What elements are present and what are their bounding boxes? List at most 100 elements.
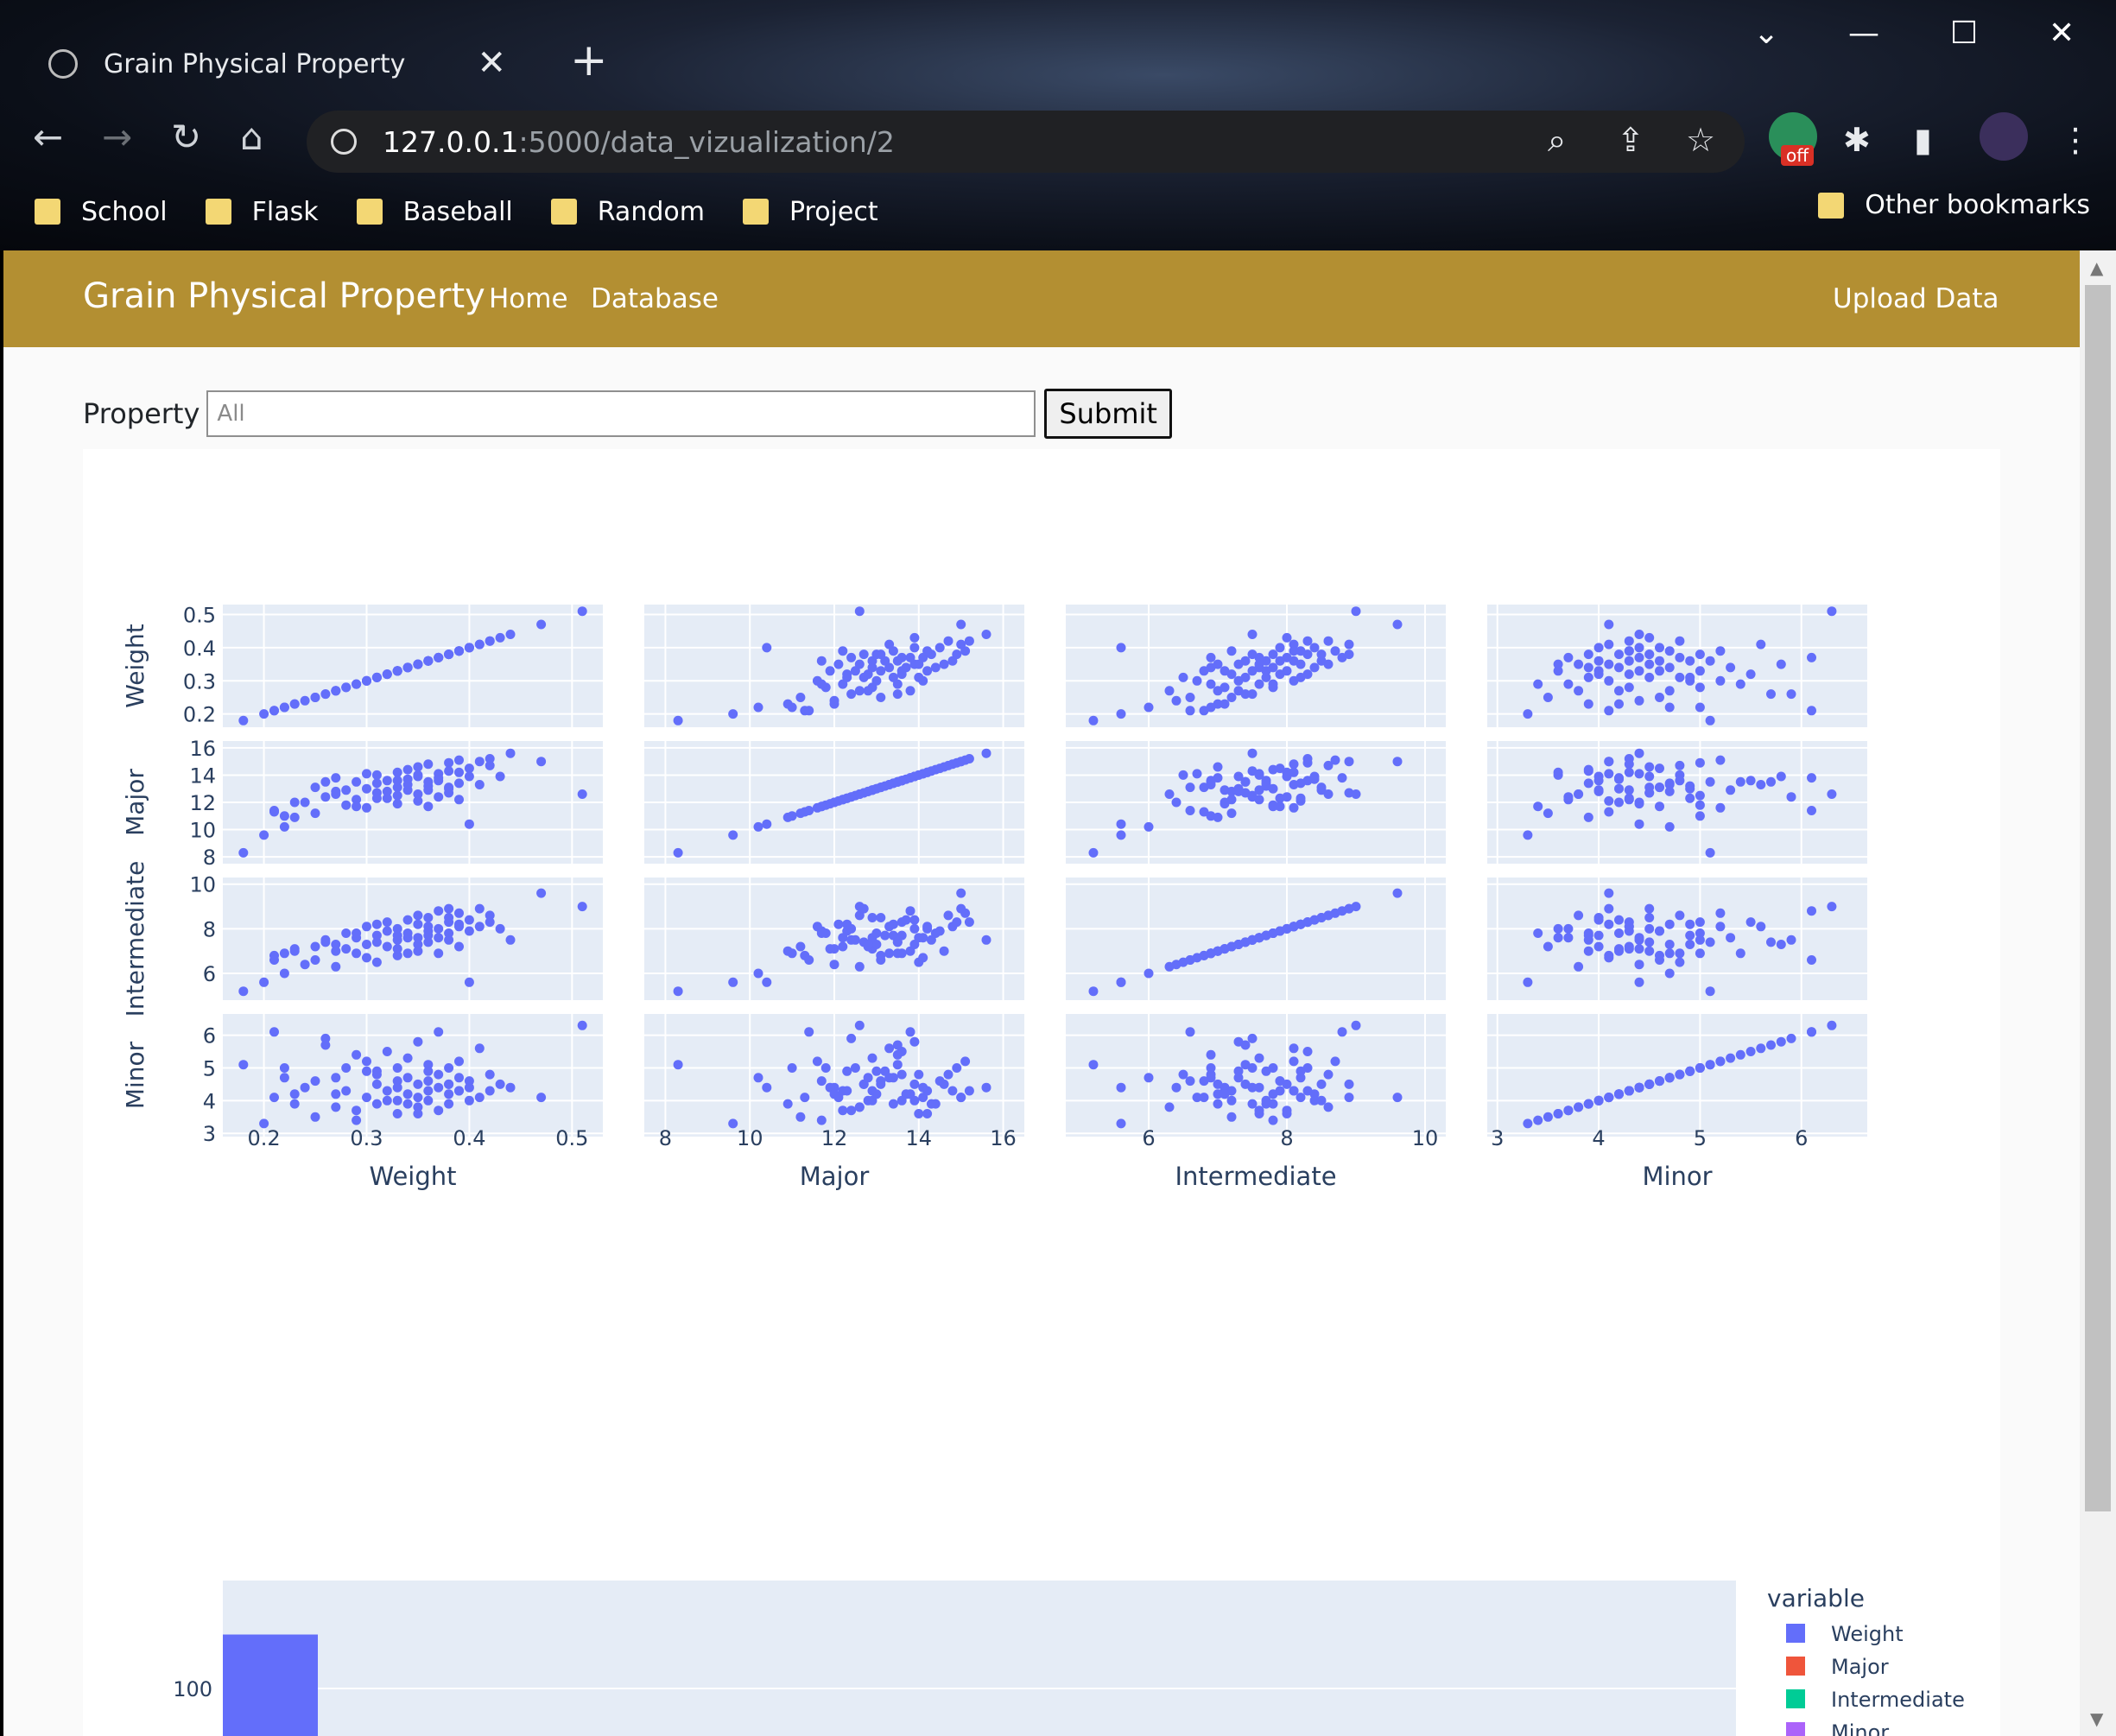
submit-button[interactable]: Submit [1044, 389, 1172, 439]
scatter-point [1268, 801, 1278, 812]
scatter-point [1323, 789, 1334, 799]
scatter-point [871, 928, 882, 938]
scrollbar-thumb[interactable] [2085, 285, 2111, 1511]
scatter-point [1261, 776, 1271, 786]
scatter-point [863, 940, 873, 949]
new-tab-icon[interactable]: + [570, 35, 608, 86]
y-tick-label: 6 [203, 1024, 216, 1049]
reload-icon[interactable]: ↻ [171, 116, 202, 158]
scatter-point [1604, 888, 1614, 898]
scatter-point [1593, 776, 1604, 786]
maximize-icon[interactable]: ☐ [1950, 16, 1979, 51]
scatter-point [1695, 917, 1705, 928]
bar-chart[interactable]: 406080100countvariableWeightMajorInterme… [83, 1226, 2000, 1736]
bookmark-star-icon[interactable]: ☆ [1686, 121, 1716, 159]
scatter-point [1247, 649, 1258, 660]
scatter-point [1644, 771, 1655, 782]
scatter-point [943, 760, 953, 770]
scatter-point [1254, 1109, 1264, 1118]
scatter-point [787, 1063, 797, 1073]
scatter-point [1644, 913, 1655, 922]
close-window-icon[interactable]: ✕ [2049, 16, 2075, 51]
scatter-point [1254, 659, 1264, 669]
scatter-point [362, 953, 371, 963]
y-tick-label: 14 [189, 763, 216, 788]
scatter-point [1247, 1099, 1258, 1109]
bookmark-baseball[interactable]: Baseball [356, 197, 513, 227]
scatter-point [341, 800, 352, 810]
nav-database-link[interactable]: Database [591, 283, 719, 314]
scatter-point [1351, 1020, 1361, 1030]
scroll-up-icon[interactable]: ▲ [2090, 257, 2104, 278]
bookmark-flask[interactable]: Flask [205, 197, 319, 227]
nav-upload-link[interactable]: Upload Data [1833, 283, 1999, 314]
scatter-point [1185, 1027, 1195, 1037]
bookmark-project[interactable]: Project [742, 197, 878, 227]
nav-home-link[interactable]: Home [489, 283, 568, 314]
share-icon[interactable]: ⇪ [1617, 121, 1644, 159]
scatter-point [444, 935, 454, 945]
scatter-point [1268, 1089, 1278, 1099]
scatter-point [485, 1086, 495, 1096]
back-icon[interactable]: ← [33, 116, 64, 158]
scatter-matrix-chart[interactable]: 0.20.30.40.5Weight810121416Major6810Inte… [83, 449, 2000, 1226]
scatter-point [922, 1086, 933, 1096]
scatter-point [464, 915, 474, 925]
scatter-point [1766, 1040, 1776, 1050]
scatter-point [1316, 649, 1327, 660]
scatter-point [952, 649, 962, 660]
scatter-point [943, 636, 953, 646]
profile-avatar[interactable] [1980, 112, 2028, 161]
extensions-puzzle-icon[interactable]: ✱ [1843, 121, 1871, 159]
zoom-icon[interactable]: ⌕ [1548, 121, 1567, 159]
scatter-point [981, 1082, 991, 1093]
menu-kebab-icon[interactable]: ⋮ [2059, 121, 2092, 159]
scatter-point [1261, 672, 1271, 682]
scatter-point [1233, 771, 1244, 782]
close-tab-icon[interactable]: ✕ [477, 43, 506, 83]
scatter-point [930, 662, 941, 673]
scatter-point [1247, 748, 1258, 758]
scatter-point [423, 776, 434, 787]
scatter-point [1644, 1079, 1655, 1089]
forward-icon[interactable]: → [102, 116, 133, 158]
other-bookmarks-label: Other bookmarks [1865, 190, 2090, 220]
tab-search-icon[interactable]: ⌄ [1753, 16, 1780, 51]
scroll-down-icon[interactable]: ▼ [2090, 1708, 2104, 1729]
scatter-point [1583, 766, 1593, 776]
scatter-point [454, 795, 464, 805]
scatter-point [1316, 913, 1327, 922]
side-panel-icon[interactable]: ▮ [1914, 121, 1932, 159]
home-icon[interactable]: ⌂ [240, 116, 263, 158]
splom-cell [1487, 605, 1867, 727]
scatter-point [413, 1093, 423, 1103]
browser-tab[interactable]: Grain Physical Property ✕ [17, 24, 535, 104]
minimize-icon[interactable]: — [1848, 16, 1879, 51]
scatter-point [1604, 659, 1614, 669]
scatter-point [846, 1106, 857, 1116]
page-scrollbar[interactable]: ▲ ▼ [2080, 250, 2116, 1736]
y-tick-label: 3 [203, 1122, 216, 1146]
scatter-point [943, 1069, 953, 1080]
bookmark-school[interactable]: School [35, 197, 168, 227]
splom-cell [1487, 878, 1867, 1000]
splom-cell [223, 605, 603, 727]
scatter-point [943, 910, 953, 921]
other-bookmarks[interactable]: Other bookmarks [1818, 190, 2090, 220]
property-input[interactable] [206, 390, 1036, 437]
scatter-point [1254, 1053, 1264, 1063]
address-bar[interactable]: 127.0.0.1:5000/data_vizualization/2 [307, 111, 1745, 173]
y-tick-label: 10 [189, 873, 216, 897]
scatter-point [536, 619, 547, 630]
scatter-point [1268, 649, 1278, 660]
site-info-icon[interactable] [331, 129, 357, 155]
scatter-point [352, 776, 362, 787]
navbar-brand[interactable]: Grain Physical Property [83, 276, 485, 316]
x-tick-label: 16 [990, 1126, 1017, 1150]
bookmark-random[interactable]: Random [550, 197, 705, 227]
scatter-point [352, 1106, 362, 1116]
folder-icon [205, 199, 231, 225]
scatter-point [1268, 679, 1278, 689]
scatter-point [485, 1069, 495, 1080]
scatter-point [1614, 944, 1624, 954]
